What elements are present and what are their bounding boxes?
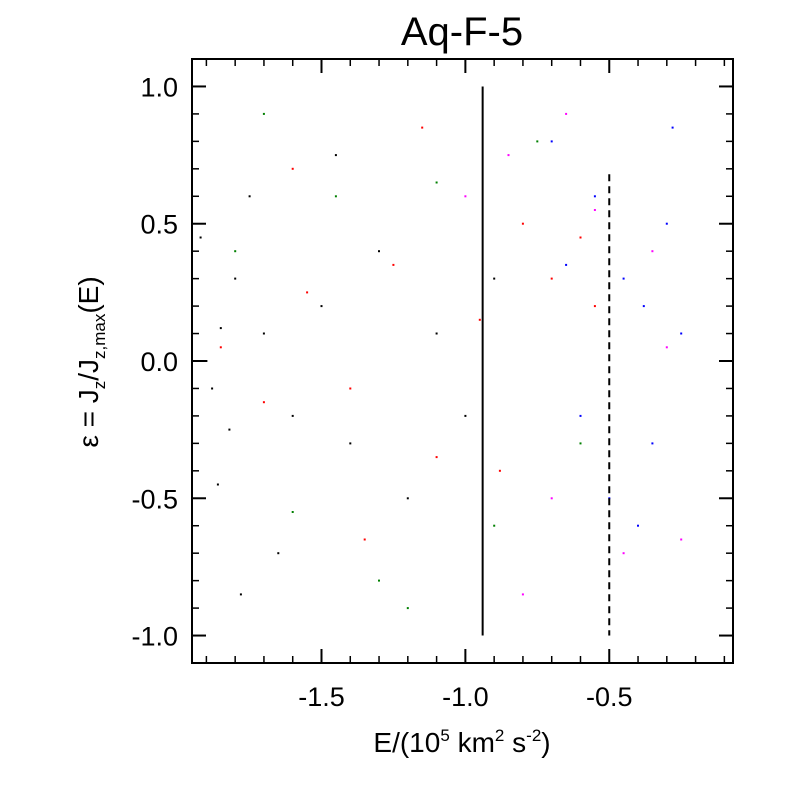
data-point (593, 195, 596, 198)
data-point (622, 552, 625, 555)
data-point (680, 332, 683, 335)
data-point (493, 524, 496, 527)
data-point (651, 250, 654, 253)
series-3 (464, 112, 683, 596)
data-point (216, 483, 219, 486)
y-tick-label: 0.0 (140, 347, 178, 377)
data-point (550, 140, 553, 143)
scatter-points (199, 112, 683, 610)
series-0 (199, 154, 496, 596)
data-point (550, 497, 553, 500)
data-point (521, 222, 524, 225)
data-point (228, 428, 231, 431)
data-point (306, 291, 309, 294)
data-point (421, 126, 424, 129)
x-axis-ticks: -1.5 -1.0 -0.5 (205, 59, 726, 712)
y-tick-label: 1.0 (140, 72, 178, 102)
data-point (239, 593, 242, 596)
y-axis-label: ε = Jz/Jz,max(E) (73, 276, 109, 447)
x-tick-label: -0.5 (586, 682, 633, 712)
x-axis-label: E/(105 km2 s-2) (373, 726, 550, 758)
data-point (493, 277, 496, 280)
data-point (262, 332, 265, 335)
data-point (579, 442, 582, 445)
data-point (406, 497, 409, 500)
data-point (565, 263, 568, 266)
data-point (550, 277, 553, 280)
data-point (334, 195, 337, 198)
y-tick-label: 0.5 (140, 210, 178, 240)
data-point (579, 236, 582, 239)
energy-marker-lines (481, 86, 611, 636)
data-point (291, 414, 294, 417)
data-point (507, 154, 510, 157)
x-tick-label: -1.0 (442, 682, 489, 712)
data-point (593, 209, 596, 211)
data-point (478, 318, 481, 321)
data-point (608, 497, 611, 500)
data-point (406, 607, 409, 610)
data-point (248, 195, 251, 198)
series-2 (234, 112, 582, 610)
data-point (435, 456, 438, 459)
data-point (205, 360, 208, 362)
y-tick-label: -0.5 (131, 484, 178, 514)
series-4 (550, 126, 683, 527)
data-point (219, 327, 222, 330)
data-point (622, 277, 625, 280)
data-point (671, 126, 674, 129)
y-tick-label: -1.0 (131, 622, 178, 652)
data-point (199, 236, 202, 239)
data-point (211, 387, 214, 390)
data-point (435, 181, 438, 184)
data-point (291, 167, 294, 170)
data-point (234, 277, 237, 280)
data-point (521, 593, 524, 596)
data-point (334, 154, 337, 157)
data-point (642, 305, 645, 308)
data-point (464, 195, 467, 198)
data-point (637, 524, 639, 527)
data-point (234, 250, 237, 253)
data-point (262, 112, 265, 115)
data-point (435, 332, 438, 335)
data-point (219, 346, 222, 349)
data-point (680, 538, 683, 541)
data-point (665, 346, 668, 349)
data-point (579, 414, 582, 417)
data-point (593, 305, 596, 308)
data-point (665, 222, 668, 225)
data-point (277, 552, 280, 555)
data-point (378, 250, 380, 253)
data-point (291, 511, 294, 513)
data-point (262, 401, 265, 404)
data-point (378, 579, 380, 582)
data-point (464, 414, 467, 417)
data-point (498, 469, 501, 472)
y-axis-ticks: 1.0 0.5 0.0 -0.5 -1.0 (131, 58, 733, 664)
data-point (565, 112, 568, 115)
series-1 (219, 126, 596, 541)
plot-frame (191, 58, 734, 664)
data-point (320, 305, 323, 308)
data-point (536, 140, 539, 143)
data-point (392, 263, 395, 266)
data-point (363, 538, 366, 541)
data-point (349, 442, 352, 445)
chart-title: Aq-F-5 (401, 10, 523, 54)
x-tick-label: -1.5 (298, 682, 345, 712)
data-point (349, 387, 352, 390)
data-point (651, 442, 654, 445)
